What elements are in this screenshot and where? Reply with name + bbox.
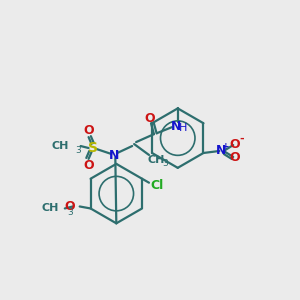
Text: O: O (64, 200, 75, 213)
Text: 3: 3 (76, 146, 81, 155)
Text: S: S (88, 141, 98, 155)
Text: O: O (145, 112, 155, 125)
Text: +: + (223, 142, 230, 151)
Text: N: N (216, 145, 226, 158)
Text: Cl: Cl (150, 179, 164, 192)
Text: CH: CH (51, 141, 69, 151)
Text: O: O (83, 124, 94, 137)
Text: O: O (230, 138, 241, 151)
Text: N: N (171, 120, 181, 133)
Text: O: O (230, 152, 241, 164)
Text: H: H (178, 123, 187, 133)
Text: O: O (83, 159, 94, 172)
Text: 3: 3 (162, 159, 168, 168)
Text: CH: CH (41, 203, 59, 214)
Text: N: N (109, 149, 119, 162)
Text: 3: 3 (67, 208, 73, 217)
Text: -: - (240, 134, 244, 144)
Text: CH: CH (147, 155, 165, 165)
